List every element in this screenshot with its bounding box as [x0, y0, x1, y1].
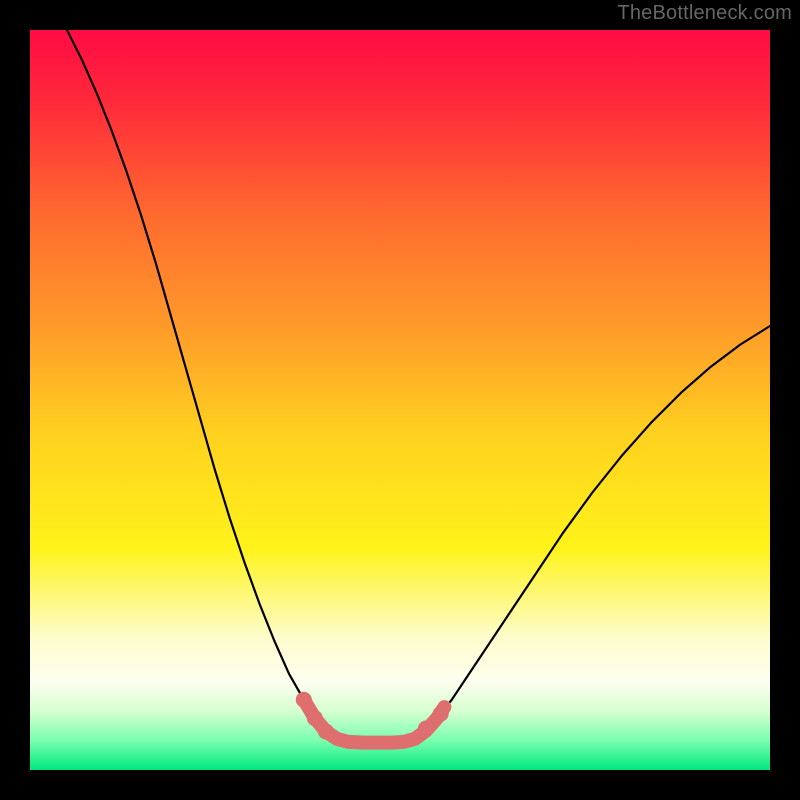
highlight-point [296, 692, 312, 708]
highlight-point [418, 721, 434, 737]
highlight-point [433, 706, 449, 722]
plot-overlay [0, 0, 800, 800]
chart-stage: TheBottleneck.com [0, 0, 800, 800]
highlight-point [307, 710, 323, 726]
highlight-point [318, 724, 334, 740]
watermark-text: TheBottleneck.com [617, 2, 792, 25]
bottleneck-curve [67, 30, 770, 743]
